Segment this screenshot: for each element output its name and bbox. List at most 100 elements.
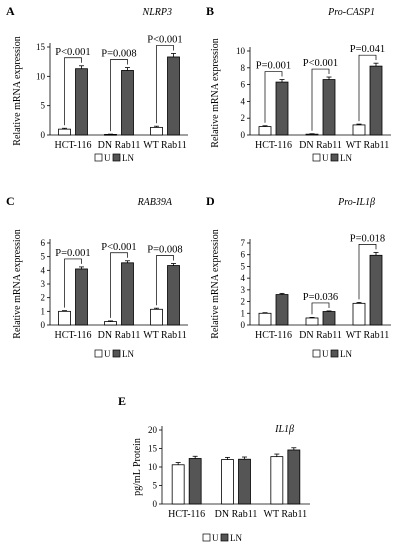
panel-letter: D [206,194,215,208]
legend-label: LN [122,349,134,359]
y-axis-label: pg/mL Protein [132,438,143,496]
legend-swatch-ln [330,153,339,162]
significance-bracket [110,59,128,132]
category-label: DN Rab11 [98,330,141,341]
bar-u-1 [104,134,117,136]
y-tick-label: 1 [241,308,246,318]
y-tick-label: 3 [241,285,246,295]
legend-label: U [104,349,111,359]
bar-ln-2 [369,254,383,326]
category-label: WT Rab11 [346,140,390,151]
p-value: P=0.008 [147,245,182,256]
bar-u-0 [258,126,272,136]
y-tick-label: 6 [241,80,246,90]
legend-swatch-u [312,349,321,358]
significance-bracket [156,45,174,124]
p-value: P=0.018 [350,233,385,244]
significance-bracket [64,258,82,308]
panel-e: E IL1β 0 5 10 15 20 pg/mL Protein HCT-116 DN Rab1… [118,394,310,543]
bar-u-0 [58,310,71,326]
y-tick-label: 2 [241,297,246,307]
y-tick-label: 10 [36,71,46,81]
panel-title: Pro-CASP1 [327,7,375,18]
legend-label: LN [340,153,352,163]
bar-ln-1 [238,458,251,505]
y-tick-label: 0 [241,320,246,330]
bar-u-1 [104,321,117,326]
bar-u-2 [352,124,366,136]
panel-letter: C [6,194,15,208]
y-tick-label: 6 [241,250,246,260]
bar-u-1 [305,317,319,326]
panel-b: B Pro-CASP1 0 2 4 6 8 10 Relative mRNA expressio… [206,4,391,163]
p-value: P=0.001 [256,61,291,72]
significance-bracket [110,252,128,318]
y-axis-label: Relative mRNA expression [210,38,221,147]
y-tick-label: 0 [41,320,46,330]
legend: U LN [312,349,352,359]
y-tick-label: 4 [41,265,46,275]
significance-bracket [311,68,330,131]
bar-ln-0 [75,68,88,136]
significance-bracket [64,57,82,126]
y-tick-label: 2 [41,293,46,303]
legend-swatch-u [312,153,321,162]
panel-letter: E [118,394,126,408]
category-label: HCT-116 [255,140,292,151]
bar-ln-2 [167,56,180,136]
bar-u-1 [305,133,319,136]
legend-swatch-ln [330,349,339,358]
y-tick-label: 10 [236,46,246,56]
y-tick-label: 15 [148,444,158,454]
y-tick-label: 20 [148,425,158,435]
category-label: DN Rab11 [215,509,258,520]
bar-u-2 [150,308,163,326]
bar-u-0 [258,312,272,326]
legend: U LN [94,153,134,163]
y-tick-label: 1 [41,306,46,316]
bar-u-0 [171,464,185,505]
significance-bracket [156,255,174,306]
category-label: WT Rab11 [264,509,308,520]
legend-label: LN [340,349,352,359]
p-value: P=0.041 [350,44,385,55]
y-tick-label: 4 [241,273,246,283]
y-tick-label: 5 [153,481,158,491]
category-label: HCT-116 [54,330,91,341]
y-tick-label: 6 [41,238,46,248]
bar-ln-0 [275,81,289,136]
legend-swatch-u [94,349,103,358]
y-tick-label: 5 [41,252,46,262]
y-tick-label: 0 [153,499,158,509]
bar-ln-1 [121,70,134,136]
panel-c: C RAB39A 0 1 2 3 4 5 6 Relative mRNA expression HC… [6,194,188,359]
significance-bracket [311,302,330,315]
panel-title: IL1β [274,424,294,435]
y-tick-label: 5 [41,101,46,111]
bar-ln-2 [369,65,383,136]
significance-bracket [358,244,377,300]
bar-ln-1 [322,79,336,136]
legend-swatch-u [202,533,211,542]
significance-bracket [358,54,377,122]
legend-swatch-ln [112,153,121,162]
legend-label: LN [122,153,134,163]
bar-ln-2 [287,449,301,505]
y-tick-label: 8 [241,63,246,73]
bar-ln-1 [121,262,134,326]
p-value: P=0.001 [55,248,90,259]
category-label: HCT-116 [54,140,91,151]
y-axis-label: Relative mRNA expression [210,229,221,338]
significance-bracket [264,71,283,123]
category-label: HCT-116 [168,509,205,520]
p-value: P<0.001 [55,47,90,58]
bar-u-2 [270,456,284,505]
legend-label: U [322,349,329,359]
y-axis-label: Relative mRNA expression [12,229,23,338]
bar-u-2 [352,302,366,326]
panel-letter: A [6,4,15,18]
category-label: HCT-116 [255,330,292,341]
y-tick-label: 5 [241,261,246,271]
y-tick-label: 0 [41,130,46,140]
